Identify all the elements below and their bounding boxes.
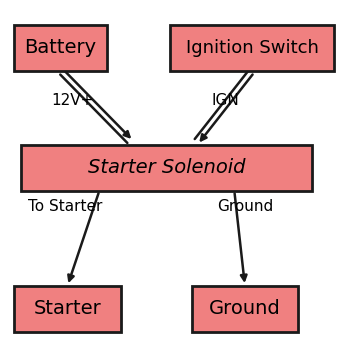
Text: Battery: Battery: [24, 38, 97, 57]
FancyBboxPatch shape: [21, 145, 312, 191]
Text: To Starter: To Starter: [28, 199, 103, 214]
Text: 12V+: 12V+: [52, 93, 94, 108]
FancyBboxPatch shape: [14, 25, 106, 71]
Text: Ignition Switch: Ignition Switch: [186, 39, 318, 56]
Text: Starter: Starter: [34, 299, 101, 318]
FancyBboxPatch shape: [14, 286, 121, 332]
Text: Starter Solenoid: Starter Solenoid: [88, 158, 246, 177]
FancyBboxPatch shape: [192, 286, 298, 332]
Text: IGN: IGN: [211, 93, 239, 108]
FancyBboxPatch shape: [170, 25, 334, 71]
Text: Ground: Ground: [209, 299, 281, 318]
Text: Ground: Ground: [217, 199, 273, 214]
